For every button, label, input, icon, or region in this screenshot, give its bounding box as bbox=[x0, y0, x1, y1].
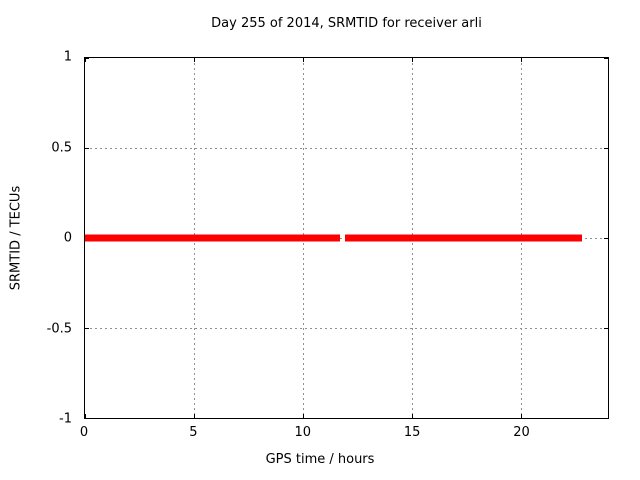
y-tick-mark-left bbox=[85, 328, 89, 329]
y-tick-mark-right bbox=[604, 328, 608, 329]
x-axis-label: GPS time / hours bbox=[265, 452, 375, 467]
y-tick-mark-left bbox=[85, 418, 89, 419]
x-tick-mark-top bbox=[302, 58, 304, 62]
y-tick-mark-right bbox=[604, 418, 608, 419]
y-tick-label: 0.5 bbox=[51, 140, 72, 155]
y-tick-mark-left bbox=[85, 148, 89, 149]
x-tick-mark-top bbox=[85, 58, 86, 62]
series-segment bbox=[344, 234, 582, 242]
y-tick-label: -0.5 bbox=[46, 321, 72, 336]
x-tick-mark-bottom bbox=[193, 414, 195, 418]
chart-title: Day 255 of 2014, SRMTID for receiver arl… bbox=[211, 16, 482, 31]
x-tick-labels: 0 5 10 15 20 bbox=[80, 425, 609, 441]
y-gridline bbox=[85, 328, 608, 329]
y-tick-label: 0 bbox=[63, 230, 72, 246]
x-tick-mark-top bbox=[520, 58, 522, 62]
x-tick-mark-bottom bbox=[85, 414, 86, 418]
x-tick-label: 5 bbox=[189, 425, 198, 440]
x-tick-mark-top bbox=[193, 58, 195, 62]
y-tick-label: 1 bbox=[63, 49, 72, 65]
x-tick-label: 20 bbox=[513, 425, 530, 440]
x-tick-mark-bottom bbox=[302, 414, 304, 418]
x-tick-mark-bottom bbox=[520, 414, 522, 418]
y-tick-label: -1 bbox=[59, 411, 72, 427]
y-tick-labels: -1 -0.5 0 0.5 1 bbox=[0, 50, 72, 427]
x-tick-label: 15 bbox=[403, 425, 421, 440]
y-tick-mark-right bbox=[604, 238, 608, 239]
y-tick-mark-left bbox=[85, 58, 89, 59]
y-tick-mark-right bbox=[604, 148, 608, 149]
series-segment bbox=[85, 234, 340, 242]
y-gridline bbox=[85, 148, 608, 149]
x-tick-mark-bottom bbox=[411, 414, 413, 418]
x-tick-mark-top bbox=[411, 58, 413, 62]
x-tick-label: 0 bbox=[79, 425, 89, 440]
y-tick-mark-right bbox=[604, 58, 608, 59]
plot-area bbox=[84, 57, 609, 419]
x-tick-label: 10 bbox=[294, 425, 312, 440]
